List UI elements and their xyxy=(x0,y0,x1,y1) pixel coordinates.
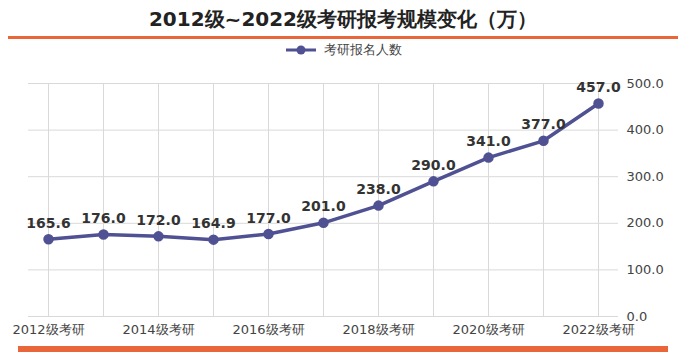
svg-text:2022级考研: 2022级考研 xyxy=(562,322,634,337)
svg-text:164.9: 164.9 xyxy=(191,215,235,231)
svg-text:457.0: 457.0 xyxy=(576,79,621,95)
svg-text:172.0: 172.0 xyxy=(136,212,181,228)
svg-text:2020级考研: 2020级考研 xyxy=(452,322,524,337)
svg-text:2018级考研: 2018级考研 xyxy=(342,322,414,337)
svg-text:201.0: 201.0 xyxy=(301,198,346,214)
svg-text:100.0: 100.0 xyxy=(627,262,664,277)
svg-text:200.0: 200.0 xyxy=(627,215,664,230)
svg-text:165.6: 165.6 xyxy=(26,215,70,231)
svg-text:238.0: 238.0 xyxy=(356,181,401,197)
svg-text:400.0: 400.0 xyxy=(627,122,664,137)
html-text:2012级~2022级考研报考规模变化（万）: 2012级~2022级考研报考规模变化（万） xyxy=(149,7,537,31)
svg-text:341.0: 341.0 xyxy=(466,133,511,149)
svg-text:290.0: 290.0 xyxy=(411,157,456,173)
svg-text:377.0: 377.0 xyxy=(521,116,566,132)
svg-text:2012级考研: 2012级考研 xyxy=(12,322,84,337)
html-text:考研报名人数: 考研报名人数 xyxy=(324,42,402,57)
svg-text:500.0: 500.0 xyxy=(627,76,664,91)
svg-text:2014级考研: 2014级考研 xyxy=(122,322,194,337)
svg-text:0.0: 0.0 xyxy=(626,308,648,324)
svg-text:300.0: 300.0 xyxy=(627,169,664,184)
svg-text:2016级考研: 2016级考研 xyxy=(232,322,304,337)
svg-text:176.0: 176.0 xyxy=(81,210,126,226)
svg-text:177.0: 177.0 xyxy=(246,209,291,225)
